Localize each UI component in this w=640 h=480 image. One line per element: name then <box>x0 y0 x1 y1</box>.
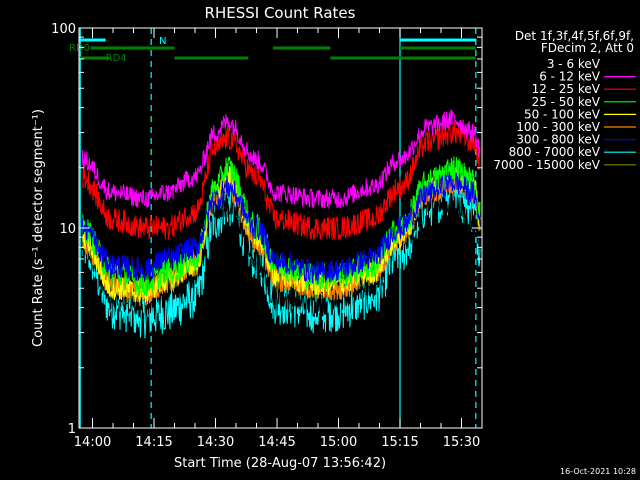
legend-entry-label: 25 - 50 keV <box>532 95 601 109</box>
x-tick-label: 15:30 <box>443 435 480 450</box>
legend-header-line-2: FDecim 2, Att 0 <box>541 41 634 55</box>
chart-title: RHESSI Count Rates <box>205 4 356 22</box>
x-tick-label: 14:15 <box>135 435 172 450</box>
status-label-n: N <box>159 36 166 47</box>
y-tick-label: 100 <box>51 22 76 37</box>
x-tick-label: 14:45 <box>258 435 295 450</box>
legend-entry-label: 50 - 100 keV <box>524 107 601 121</box>
x-axis-label: Start Time (28-Aug-07 13:56:42) <box>174 456 386 471</box>
legend-entry-label: 300 - 800 keV <box>516 133 600 147</box>
status-label-rd4: RD4 <box>106 53 127 64</box>
y-tick-label: 1 <box>68 422 76 437</box>
status-label-rd0: RD0 <box>69 43 90 54</box>
y-tick-label: 10 <box>59 222 76 237</box>
legend-entry-label: 100 - 300 keV <box>516 120 600 134</box>
footer-date: 16-Oct-2021 10:28 <box>560 467 636 476</box>
legend-header-line-1: Det 1f,3f,4f,5f,6f,9f, <box>515 29 634 43</box>
x-tick-label: 14:00 <box>74 435 111 450</box>
series-line <box>81 120 481 242</box>
x-tick-label: 15:00 <box>320 435 357 450</box>
status-bars: N RD0 RD4 <box>69 36 476 64</box>
legend-entry-label: 800 - 7000 keV <box>509 145 601 159</box>
series-line <box>81 171 481 284</box>
series-lines <box>81 109 481 339</box>
x-tick-label: 15:15 <box>381 435 418 450</box>
y-axis: 1 10 100 <box>51 22 482 437</box>
series-line <box>81 191 481 318</box>
legend-entry-label: 7000 - 15000 keV <box>493 158 600 172</box>
legend: Det 1f,3f,4f,5f,6f,9f, FDecim 2, Att 0 3… <box>493 29 636 172</box>
legend-entry-label: 12 - 25 keV <box>532 82 601 96</box>
x-axis: 14:00 14:15 14:30 14:45 15:00 15:15 15:30 <box>74 28 483 450</box>
x-tick-label: 14:30 <box>197 435 234 450</box>
legend-entry-label: 3 - 6 keV <box>547 57 601 71</box>
series-line <box>81 109 481 209</box>
y-axis-label: Count Rate (s⁻¹ detector segment⁻¹) <box>31 109 46 347</box>
legend-entry-label: 6 - 12 keV <box>539 70 601 84</box>
